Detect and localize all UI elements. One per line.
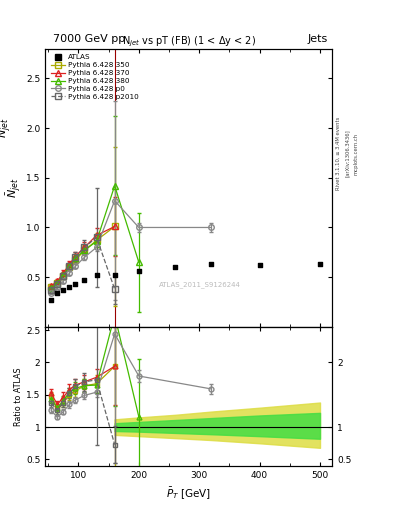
Point: [112, 271, 118, 279]
Point: [94, 271, 100, 279]
Point: [48, 296, 54, 304]
Point: [317, 260, 323, 268]
X-axis label: $\bar{P}_T$ [GeV]: $\bar{P}_T$ [GeV]: [166, 485, 211, 501]
Point: [257, 261, 263, 269]
Y-axis label: $\bar{N}_{jet}$: $\bar{N}_{jet}$: [5, 177, 23, 198]
Text: ATLAS_2011_S9126244: ATLAS_2011_S9126244: [159, 282, 241, 288]
Point: [66, 283, 72, 291]
Legend: ATLAS, Pythia 6.428 350, Pythia 6.428 370, Pythia 6.428 380, Pythia 6.428 p0, Py: ATLAS, Pythia 6.428 350, Pythia 6.428 37…: [49, 52, 141, 102]
Text: Rivet 3.1.10, ≥ 3.4M events: Rivet 3.1.10, ≥ 3.4M events: [336, 117, 341, 190]
Point: [60, 286, 66, 294]
Point: [172, 263, 178, 271]
Point: [208, 260, 215, 268]
Text: 7000 GeV pp: 7000 GeV pp: [53, 33, 125, 44]
Text: [arXiv:1306.3436]: [arXiv:1306.3436]: [345, 130, 350, 178]
Y-axis label: Ratio to ATLAS: Ratio to ATLAS: [14, 367, 23, 425]
Text: mcplots.cern.ch: mcplots.cern.ch: [354, 133, 359, 175]
Title: N$_{jet}$ vs pT (FB) (1 < $\Delta$y < 2): N$_{jet}$ vs pT (FB) (1 < $\Delta$y < 2): [121, 34, 256, 49]
Text: $\bar{N}_{jet}$: $\bar{N}_{jet}$: [0, 118, 13, 138]
Point: [54, 289, 61, 297]
Point: [81, 276, 88, 284]
Point: [136, 267, 142, 275]
Text: Jets: Jets: [308, 33, 328, 44]
Point: [72, 280, 79, 288]
